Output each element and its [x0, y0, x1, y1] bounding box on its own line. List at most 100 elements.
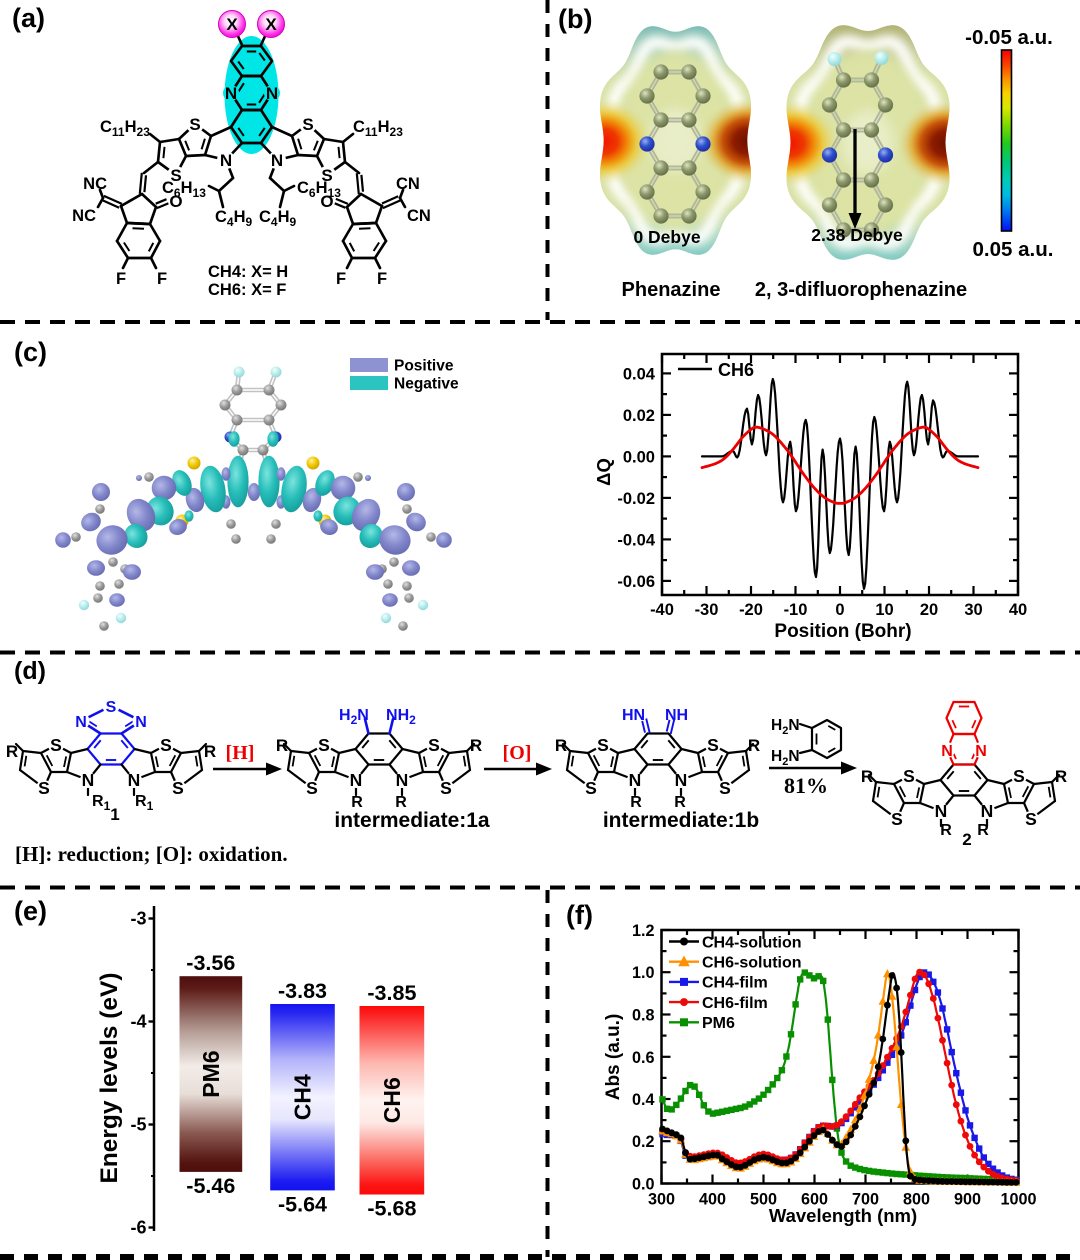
svg-text:300: 300 [648, 1191, 675, 1209]
svg-text:C6​H13​: C6​H13​ [162, 179, 206, 200]
svg-text:[O]: [O] [503, 742, 532, 764]
svg-text:(c): (c) [14, 337, 47, 367]
svg-text:PM6: PM6 [198, 1050, 224, 1097]
svg-text:30: 30 [964, 601, 982, 619]
svg-text:10: 10 [875, 601, 893, 619]
svg-text:R1​: R1​ [92, 793, 111, 813]
svg-text:N: N [396, 770, 409, 790]
svg-text:C6​H13​: C6​H13​ [297, 179, 341, 200]
svg-text:CH4: X= H: CH4: X= H [208, 263, 288, 281]
svg-text:0.4: 0.4 [632, 1091, 655, 1109]
svg-text:N: N [941, 743, 953, 760]
svg-text:Positive: Positive [394, 358, 454, 375]
svg-text:F: F [377, 270, 387, 288]
svg-text:(a): (a) [12, 3, 45, 33]
svg-text:R: R [977, 822, 989, 839]
svg-text:intermediate:1a: intermediate:1a [334, 809, 490, 832]
svg-text:-3.85: -3.85 [367, 981, 416, 1005]
svg-text:F: F [116, 270, 126, 288]
svg-text:Position (Bohr): Position (Bohr) [774, 621, 911, 642]
svg-text:0.00: 0.00 [623, 448, 655, 466]
svg-text:N: N [75, 714, 87, 731]
svg-text:CH4-film: CH4-film [702, 975, 768, 992]
svg-text:R: R [351, 794, 363, 811]
svg-text:600: 600 [801, 1191, 828, 1209]
svg-text:C11​H23​: C11​H23​ [100, 118, 150, 139]
svg-text:40: 40 [1009, 601, 1027, 619]
svg-text:[H]: reduction; [O]: oxidation: [H]: reduction; [O]: oxidation. [15, 842, 288, 866]
svg-text:R: R [630, 794, 642, 811]
svg-text:S: S [170, 166, 181, 185]
svg-text:S: S [318, 735, 330, 755]
svg-text:N: N [220, 151, 232, 170]
svg-text:N: N [935, 801, 948, 821]
svg-text:CH6: CH6 [718, 360, 754, 380]
svg-text:700: 700 [852, 1191, 879, 1209]
svg-text:R: R [748, 736, 760, 755]
svg-text:NH: NH [665, 707, 688, 724]
svg-text:S: S [1013, 766, 1025, 786]
svg-text:-5: -5 [130, 1115, 146, 1135]
svg-text:R: R [940, 822, 952, 839]
svg-text:-0.05 a.u.: -0.05 a.u. [965, 26, 1053, 49]
svg-text:R: R [470, 736, 482, 755]
svg-text:CH6: X= F: CH6: X= F [208, 281, 286, 299]
svg-text:S: S [585, 778, 597, 798]
svg-text:-0.06: -0.06 [617, 573, 655, 591]
svg-text:S: S [50, 735, 62, 755]
svg-text:S: S [719, 778, 731, 798]
svg-text:N: N [629, 770, 642, 790]
svg-text:2.38 Debye: 2.38 Debye [811, 225, 903, 245]
svg-text:N: N [135, 714, 147, 731]
svg-text:0.8: 0.8 [632, 1007, 655, 1025]
svg-text:81%: 81% [784, 773, 828, 798]
svg-text:PM6: PM6 [702, 1015, 735, 1032]
svg-text:F: F [336, 270, 346, 288]
svg-text:N: N [225, 84, 237, 103]
svg-text:[H]: [H] [226, 742, 255, 764]
svg-text:-3.83: -3.83 [278, 979, 327, 1003]
svg-text:0: 0 [835, 601, 844, 619]
svg-text:N: N [675, 770, 688, 790]
svg-text:Negative: Negative [394, 376, 459, 393]
svg-text:-30: -30 [695, 601, 719, 619]
svg-text:H2​N: H2​N [771, 717, 800, 737]
svg-text:20: 20 [920, 601, 938, 619]
svg-text:1: 1 [110, 805, 119, 824]
svg-text:-0.02: -0.02 [617, 490, 655, 508]
svg-text:S: S [302, 115, 313, 134]
svg-text:S: S [38, 778, 50, 798]
svg-text:0 Debye: 0 Debye [633, 227, 700, 247]
svg-text:-10: -10 [784, 601, 808, 619]
svg-text:CN: CN [396, 175, 420, 193]
svg-text:S: S [306, 778, 318, 798]
svg-text:NC: NC [72, 207, 96, 225]
svg-text:X: X [226, 15, 238, 34]
svg-text:S: S [1025, 809, 1037, 829]
svg-text:S: S [903, 766, 915, 786]
svg-text:S: S [440, 778, 452, 798]
svg-text:C4​H9​: C4​H9​ [259, 208, 297, 229]
svg-text:CH4-solution: CH4-solution [702, 934, 802, 951]
svg-text:-20: -20 [739, 601, 763, 619]
svg-text:CN: CN [407, 207, 431, 225]
svg-text:NC: NC [83, 175, 107, 193]
svg-text:(f): (f) [566, 900, 593, 930]
svg-text:N: N [128, 770, 141, 790]
svg-text:R: R [555, 736, 567, 755]
svg-text:X: X [265, 15, 277, 34]
svg-text:-3.56: -3.56 [186, 951, 235, 975]
svg-text:-5.64: -5.64 [278, 1192, 327, 1216]
svg-text:H2​N: H2​N [339, 707, 369, 727]
svg-text:-5.68: -5.68 [367, 1197, 416, 1221]
svg-text:1.2: 1.2 [632, 922, 655, 940]
svg-text:R: R [6, 742, 18, 761]
svg-text:800: 800 [903, 1191, 930, 1209]
svg-text:2: 2 [962, 830, 971, 849]
svg-text:-0.04: -0.04 [617, 531, 655, 549]
svg-text:R: R [861, 767, 873, 786]
svg-text:F: F [157, 270, 167, 288]
svg-text:-6: -6 [130, 1218, 146, 1238]
svg-text:R: R [1055, 767, 1067, 786]
svg-text:0.0: 0.0 [632, 1176, 655, 1194]
